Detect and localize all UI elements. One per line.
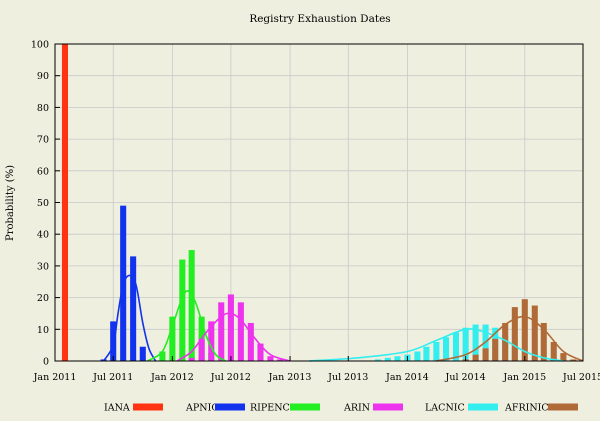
y-tick-label: 50	[37, 198, 49, 209]
bar-afrinic	[550, 341, 557, 361]
legend-swatch	[548, 403, 578, 411]
bar-arin	[257, 343, 264, 361]
bar-lacnic	[394, 356, 401, 361]
y-tick-label: 30	[37, 261, 49, 272]
y-tick-label: 70	[37, 135, 49, 146]
y-tick-label: 60	[37, 166, 49, 177]
bar-afrinic	[492, 338, 499, 361]
legend-label: LACNIC	[425, 403, 465, 414]
legend-item-apnic: APNIC	[185, 403, 245, 414]
bar-apnic	[130, 256, 137, 361]
y-tick-label: 10	[37, 325, 49, 336]
curve-arin	[176, 312, 291, 362]
legend-label: APNIC	[185, 403, 219, 414]
bar-lacnic	[423, 346, 430, 361]
bar-arin	[247, 322, 254, 361]
curve-ripencc	[146, 290, 227, 362]
legend-label: IANA	[104, 403, 130, 414]
legend-item-iana: IANA	[104, 403, 163, 414]
legend: IANA APNIC RIPENCC ARIN LACNIC AFRINIC	[104, 403, 578, 414]
legend-swatch	[468, 403, 498, 411]
x-tick-label: Jan 2012	[150, 372, 194, 383]
x-tick-label: Jul 2013	[327, 372, 368, 383]
bar-lacnic	[414, 351, 421, 361]
y-tick-label: 40	[37, 230, 49, 241]
bar-arin	[208, 321, 215, 361]
bar-lacnic	[442, 337, 450, 361]
curve-afrinic	[436, 315, 584, 362]
bar-iana	[61, 44, 69, 361]
y-tick-label: 90	[37, 71, 49, 82]
bar-ripencc	[188, 250, 195, 361]
bar-ripencc	[159, 351, 166, 361]
legend-label: ARIN	[343, 403, 370, 414]
y-axis-label: Probability (%)	[5, 165, 16, 241]
bar-arin	[267, 356, 274, 361]
bar-afrinic	[482, 348, 489, 361]
legend-label: AFRINIC	[504, 403, 549, 414]
legend-swatch	[373, 403, 403, 411]
legend-item-lacnic: LACNIC	[425, 403, 498, 414]
bar-arin	[188, 357, 195, 361]
bar-ripencc	[179, 259, 186, 361]
bar-lacnic	[433, 341, 440, 361]
bar-arin	[277, 359, 284, 361]
y-tick-label: 80	[37, 103, 49, 114]
bar-afrinic	[531, 305, 538, 361]
legend-item-ripencc: RIPENCC	[250, 403, 320, 414]
x-tick-label: Jul 2014	[445, 372, 486, 383]
bar-lacnic	[472, 324, 479, 361]
chart-title: Registry Exhaustion Dates	[249, 13, 390, 25]
x-tick-label: Jul 2011	[92, 372, 133, 383]
bar-apnic	[139, 346, 146, 361]
legend-label: RIPENCC	[250, 403, 297, 414]
bar-afrinic	[511, 307, 518, 361]
bar-afrinic	[502, 322, 509, 361]
legend-item-afrinic: AFRINIC	[504, 403, 578, 414]
legend-swatch	[133, 403, 163, 411]
bar-arin	[218, 302, 225, 361]
x-tick-label: Jan 2014	[385, 372, 429, 383]
legend-item-arin: ARIN	[343, 403, 403, 414]
bar-afrinic	[540, 322, 547, 361]
curves	[102, 274, 584, 362]
y-tick-label: 0	[43, 357, 49, 368]
bar-afrinic	[521, 299, 528, 361]
bar-ripencc	[169, 316, 176, 361]
axes: 0 10 20 30 40 50 60 70 80 90 100 Jan 2011 Jul 2011 Ja…	[31, 40, 600, 384]
x-tick-label: Jul 2015	[562, 372, 600, 383]
bar-arin	[227, 294, 234, 361]
x-tick-label: Jul 2012	[210, 372, 251, 383]
legend-swatch	[290, 403, 320, 411]
bar-apnic	[110, 321, 117, 361]
bar-lacnic	[452, 332, 460, 361]
bar-afrinic	[472, 354, 479, 361]
y-tick-label: 20	[37, 293, 49, 304]
legend-swatch	[215, 403, 245, 411]
bar-lacnic	[374, 359, 381, 361]
bar-arin	[237, 302, 244, 361]
bar-lacnic	[462, 327, 469, 361]
x-tick-label: Jan 2015	[502, 372, 546, 383]
bar-afrinic	[560, 353, 567, 361]
x-tick-label: Jan 2011	[33, 372, 77, 383]
curve-lacnic	[308, 328, 564, 362]
y-tick-label: 100	[31, 40, 49, 51]
bar-afrinic	[570, 359, 577, 361]
bar-arin	[198, 338, 205, 361]
x-tick-label: Jan 2013	[268, 372, 312, 383]
curve-apnic	[102, 274, 157, 362]
bar-lacnic	[384, 357, 391, 361]
